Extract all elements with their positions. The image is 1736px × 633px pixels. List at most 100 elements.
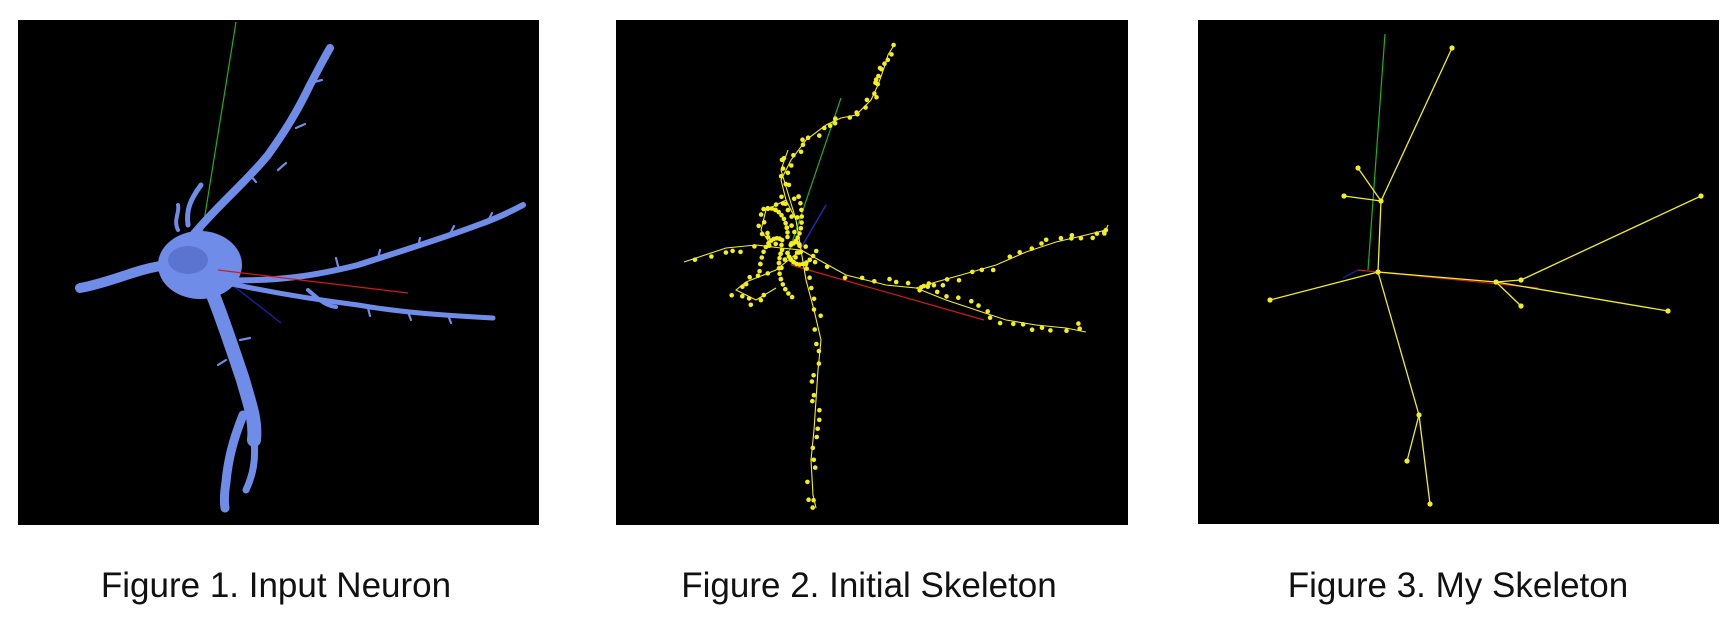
skeleton-node bbox=[792, 229, 797, 235]
skeleton-node bbox=[776, 209, 781, 215]
skeleton-node bbox=[805, 479, 810, 485]
skeleton-node bbox=[784, 225, 790, 230]
skeleton-node bbox=[730, 248, 735, 254]
skeleton-node bbox=[799, 207, 804, 213]
skeleton-node bbox=[776, 266, 782, 271]
skeleton-node bbox=[979, 267, 985, 273]
skeleton-node bbox=[811, 373, 816, 378]
skeleton-node bbox=[709, 254, 714, 259]
skeleton-node bbox=[811, 457, 817, 463]
z-axis-line bbox=[790, 204, 827, 266]
skeleton-node bbox=[796, 250, 802, 255]
z-axis-line bbox=[1342, 269, 1359, 279]
skeleton-node bbox=[785, 170, 791, 176]
skeleton-node bbox=[905, 280, 911, 286]
skeleton-node bbox=[817, 407, 822, 413]
skeleton-node bbox=[976, 303, 981, 308]
skeleton-node bbox=[786, 291, 791, 296]
skeleton-node bbox=[800, 142, 806, 147]
skeleton-node bbox=[758, 297, 764, 303]
skeleton-node bbox=[791, 196, 797, 202]
skeleton-node bbox=[779, 157, 785, 163]
skeleton-node bbox=[885, 57, 891, 63]
skeleton-node bbox=[872, 91, 877, 96]
skeleton-node bbox=[746, 296, 752, 301]
skeleton-node bbox=[956, 278, 962, 283]
skeleton-node bbox=[990, 267, 996, 273]
skeleton-node bbox=[778, 174, 784, 179]
skeleton-node bbox=[782, 257, 788, 262]
skeleton-node bbox=[1058, 235, 1064, 241]
skeleton-node bbox=[779, 212, 784, 218]
skeleton-node bbox=[864, 97, 870, 103]
skeleton-node bbox=[842, 275, 848, 281]
skeleton-node bbox=[874, 95, 879, 100]
skeleton-node bbox=[779, 247, 785, 253]
skeleton-node bbox=[944, 294, 949, 299]
skeleton-node bbox=[1078, 235, 1084, 241]
skeleton-node bbox=[776, 260, 782, 266]
skeleton-node bbox=[812, 259, 818, 265]
skeleton-node bbox=[797, 231, 802, 236]
skeleton-node bbox=[785, 230, 790, 235]
skeleton-node bbox=[756, 223, 761, 229]
skeleton-node bbox=[810, 505, 815, 510]
skeleton-node bbox=[811, 307, 817, 312]
skeleton-node bbox=[761, 206, 766, 212]
skeleton-node bbox=[799, 214, 805, 219]
skeleton-node bbox=[863, 105, 868, 110]
skeleton-node bbox=[738, 249, 743, 255]
skeleton-node bbox=[804, 266, 809, 271]
skeleton-node bbox=[833, 116, 838, 121]
skeleton-node bbox=[1039, 241, 1044, 246]
skeleton-node bbox=[780, 282, 786, 287]
skeleton-node bbox=[956, 295, 961, 301]
skeleton-node bbox=[876, 73, 881, 79]
skeleton-node bbox=[773, 207, 778, 213]
skeleton-branch bbox=[800, 224, 1109, 289]
skeleton-node bbox=[778, 251, 783, 256]
skeleton-node bbox=[812, 465, 818, 470]
skeleton-node bbox=[783, 201, 788, 207]
skeleton-node bbox=[811, 392, 817, 398]
skeleton-node bbox=[765, 235, 771, 240]
skeleton-node bbox=[925, 284, 931, 290]
skeleton-node bbox=[822, 125, 827, 131]
skeleton-node bbox=[872, 279, 877, 284]
skeleton-node bbox=[917, 288, 922, 293]
initial-skeleton-render bbox=[616, 20, 1128, 525]
skeleton-node bbox=[748, 302, 754, 308]
skeleton-node bbox=[985, 309, 990, 314]
x-axis-line bbox=[217, 269, 409, 294]
skeleton-node bbox=[793, 255, 798, 260]
skeleton-node bbox=[773, 202, 779, 207]
skeleton-node bbox=[887, 276, 892, 282]
skeleton-node bbox=[780, 166, 786, 171]
skeleton-node bbox=[931, 283, 937, 288]
skeleton-node bbox=[791, 260, 796, 265]
figure-2-caption: Figure 2. Initial Skeleton bbox=[681, 566, 1057, 605]
skeleton-nodes bbox=[1267, 45, 1704, 507]
skeleton-node bbox=[934, 289, 940, 295]
skeleton-node bbox=[811, 296, 817, 302]
skeleton-node bbox=[970, 269, 975, 275]
skeleton-node bbox=[765, 230, 770, 236]
skeleton-node bbox=[752, 244, 757, 249]
skeleton-node bbox=[777, 236, 782, 241]
skeleton-node bbox=[817, 133, 822, 138]
skeleton-node bbox=[807, 257, 813, 263]
skeleton-node bbox=[940, 283, 946, 288]
skeleton-node bbox=[789, 223, 794, 228]
skeleton-node bbox=[796, 194, 801, 199]
skeleton-node bbox=[761, 292, 767, 298]
skeleton-node bbox=[812, 327, 817, 332]
skeleton-node bbox=[740, 284, 745, 290]
skeleton-node bbox=[997, 320, 1003, 326]
skeleton-node bbox=[1069, 233, 1075, 238]
skeleton-node bbox=[817, 417, 822, 423]
skeleton-node bbox=[798, 149, 804, 155]
x-axis-line bbox=[790, 264, 985, 321]
figure-3-caption: Figure 3. My Skeleton bbox=[1287, 566, 1629, 605]
skeleton-node bbox=[783, 286, 788, 292]
skeleton-node bbox=[815, 426, 820, 432]
